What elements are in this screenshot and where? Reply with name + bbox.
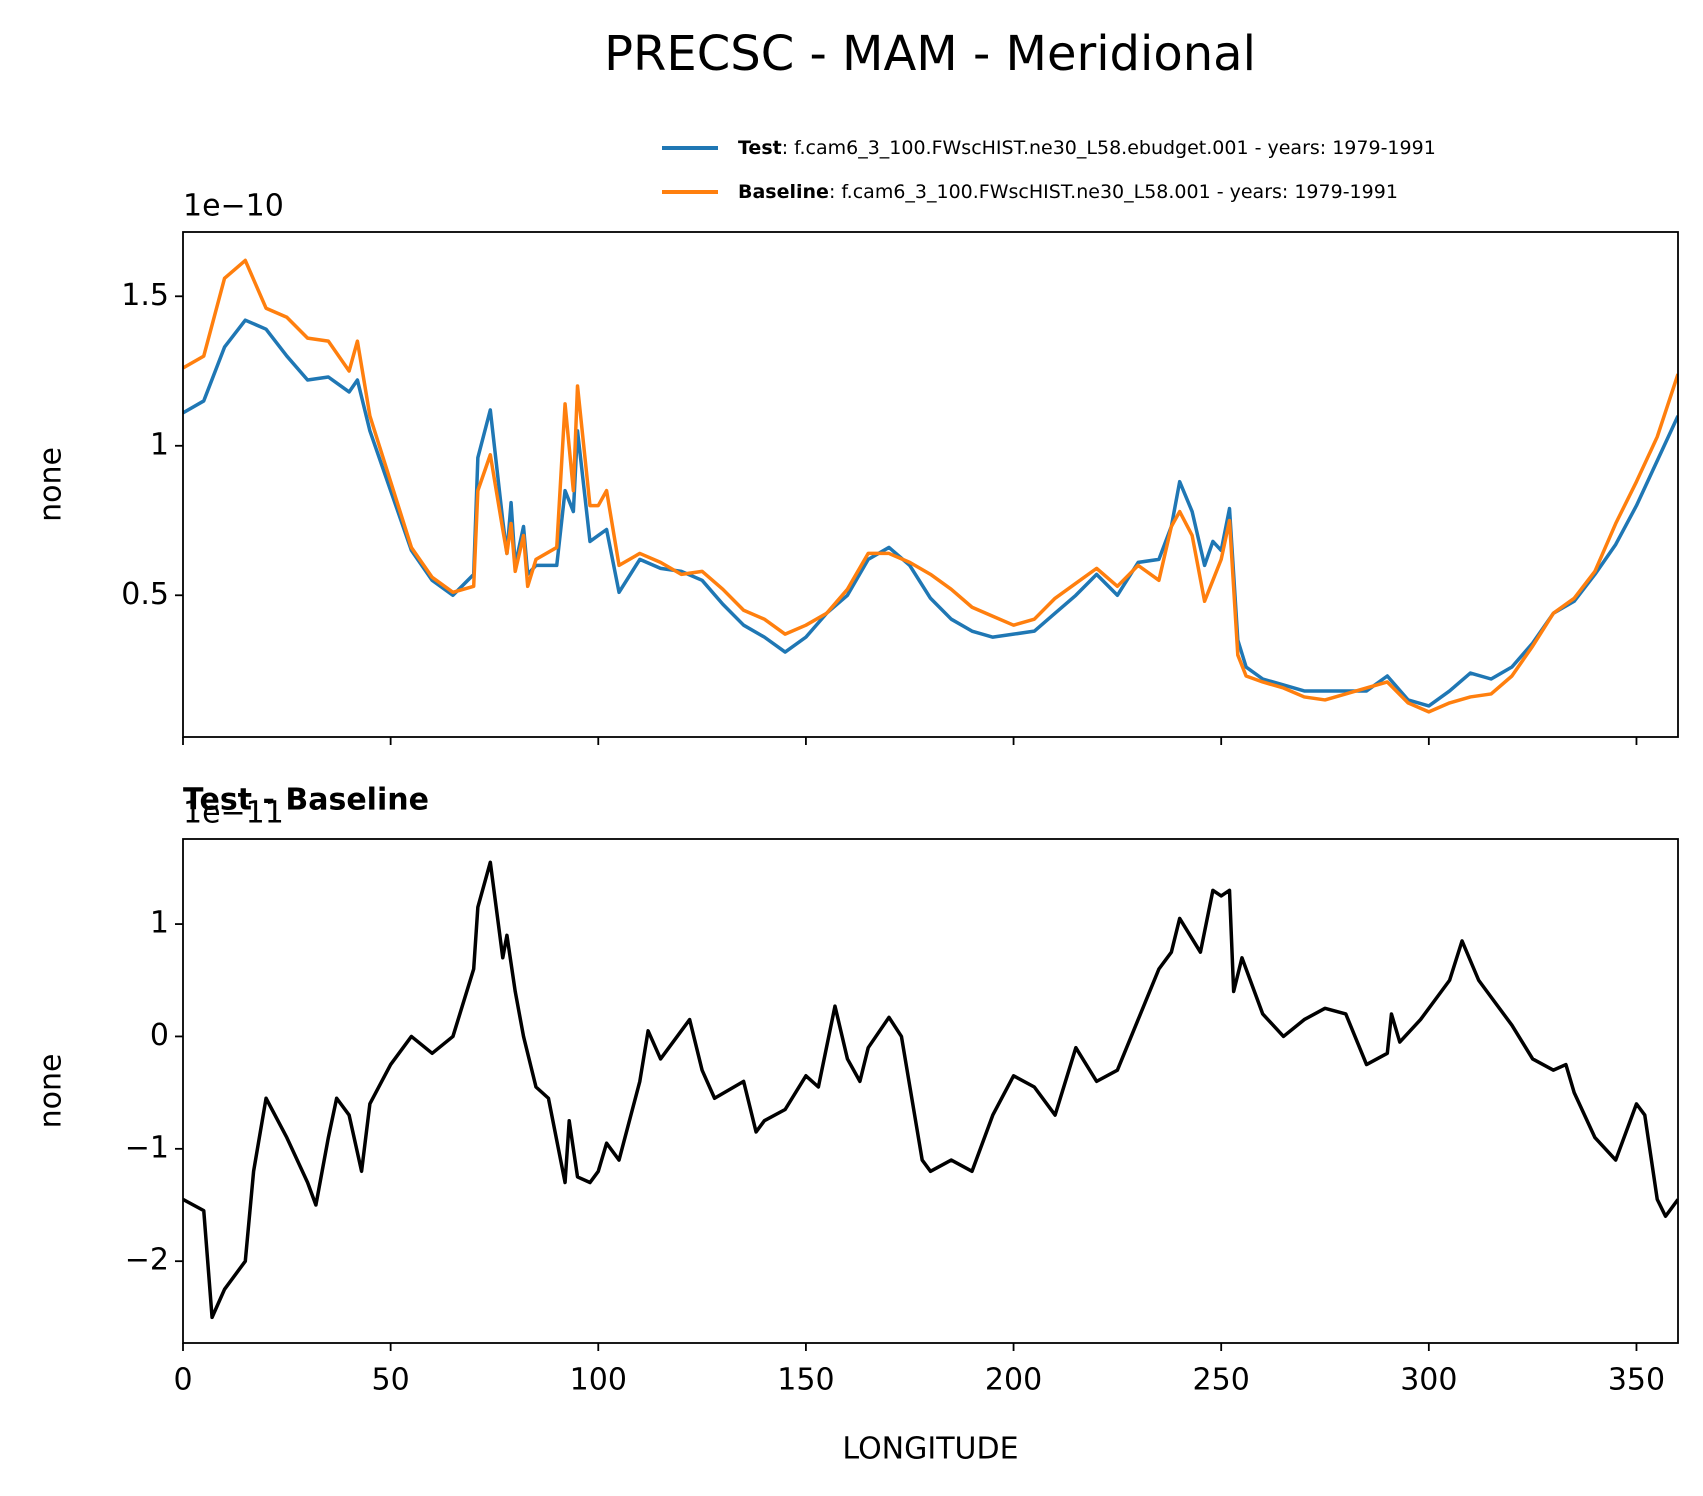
y-offset-label: 1e−11 xyxy=(183,796,284,831)
x-tick-label: 300 xyxy=(1400,1363,1457,1398)
x-tick-label: 100 xyxy=(570,1363,627,1398)
y-axis-label: none xyxy=(34,447,69,522)
y-axis-label: none xyxy=(34,1054,69,1129)
x-tick-label: 0 xyxy=(173,1363,192,1398)
data-line xyxy=(183,258,1678,714)
data-line xyxy=(183,860,1678,1320)
x-tick-label: 350 xyxy=(1608,1363,1665,1398)
y-tick-label: 0.5 xyxy=(121,577,169,612)
legend-name: Test xyxy=(738,137,782,159)
x-tick-label: 50 xyxy=(372,1363,410,1398)
y-tick-label: 1.5 xyxy=(121,278,169,313)
y-tick-label: −2 xyxy=(125,1243,169,1278)
y-offset-label: 1e−10 xyxy=(183,189,284,224)
y-tick-label: 1 xyxy=(150,427,169,462)
legend-detail: : f.cam6_3_100.FWscHIST.ne30_L58.ebudget… xyxy=(782,137,1436,159)
x-axis-label: LONGITUDE xyxy=(842,1432,1018,1467)
subplot-title: Test - Baseline xyxy=(183,783,429,818)
axes-frame xyxy=(182,231,1679,738)
x-tick-label: 150 xyxy=(777,1363,834,1398)
legend-entry: Test: f.cam6_3_100.FWscHIST.ne30_L58.ebu… xyxy=(738,137,1436,159)
y-tick-label: 1 xyxy=(150,906,169,941)
x-tick-label: 250 xyxy=(1193,1363,1250,1398)
legend-detail: : f.cam6_3_100.FWscHIST.ne30_L58.001 - y… xyxy=(829,181,1398,203)
y-tick-label: −1 xyxy=(125,1130,169,1165)
legend-entry: Baseline: f.cam6_3_100.FWscHIST.ne30_L58… xyxy=(738,181,1398,203)
axes-frame xyxy=(182,838,1679,1344)
y-tick-label: 0 xyxy=(150,1018,169,1053)
figure-title: PRECSC - MAM - Meridional xyxy=(604,26,1256,82)
legend-name: Baseline xyxy=(738,181,829,203)
x-tick-label: 200 xyxy=(985,1363,1042,1398)
